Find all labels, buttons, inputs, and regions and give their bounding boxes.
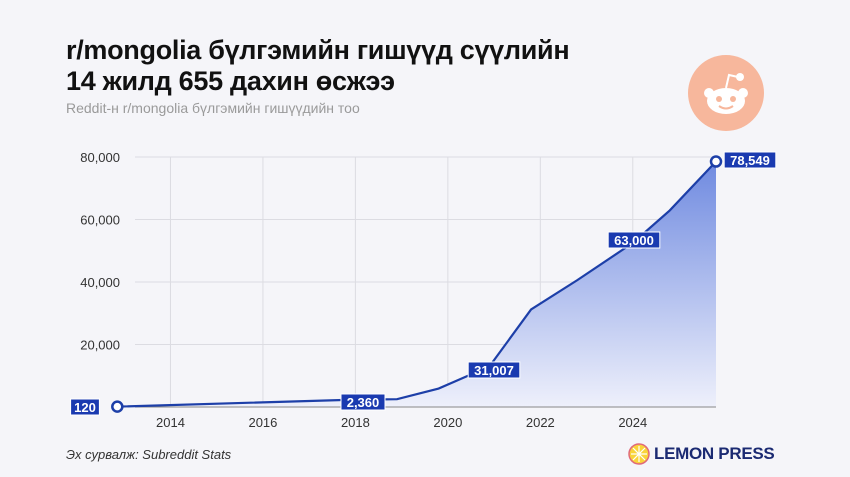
data-label: 63,000 [614, 233, 654, 248]
data-label-box [70, 398, 100, 416]
area-fill [117, 161, 717, 407]
data-point [111, 400, 124, 413]
y-tick-label: 20,000 [80, 338, 120, 353]
brand-name: LEMON PRESS [654, 444, 775, 463]
brand-logo: LEMON PRESS [628, 443, 775, 465]
chart-subtitle: Reddit-н r/mongolia бүлгэмийн гишүүдийн … [66, 100, 360, 116]
x-tick-label: 2020 [433, 415, 462, 430]
reddit-alien-icon [688, 55, 764, 131]
x-tick-label: 2016 [248, 415, 277, 430]
data-label: 2,360 [347, 395, 380, 410]
title-line-2: 14 жилд 655 дахин өсжээ [66, 66, 395, 96]
title-line-1: r/mongolia бүлгэмийн гишүүд сүүлийн [66, 35, 570, 65]
x-tick-label: 2024 [618, 415, 647, 430]
x-tick-label: 2018 [341, 415, 370, 430]
x-tick-label: 2014 [156, 415, 185, 430]
data-point [709, 155, 723, 168]
source-note: Эх сурвалж: Subreddit Stats [66, 447, 232, 462]
y-tick-label: 60,000 [80, 213, 120, 228]
data-label: 120 [74, 400, 96, 415]
data-label: 78,549 [730, 153, 770, 168]
lemon-slice-icon [628, 443, 650, 465]
data-label-box [723, 151, 777, 169]
data-label-box [467, 361, 521, 379]
y-tick-label: 40,000 [80, 275, 120, 290]
chart-title: r/mongolia бүлгэмийн гишүүд сүүлийн 14 ж… [66, 35, 570, 97]
x-tick-label: 2022 [526, 415, 555, 430]
data-label-box [340, 393, 386, 411]
data-label: 31,007 [474, 363, 514, 378]
y-tick-label: 80,000 [80, 150, 120, 165]
data-label-box [607, 231, 661, 249]
